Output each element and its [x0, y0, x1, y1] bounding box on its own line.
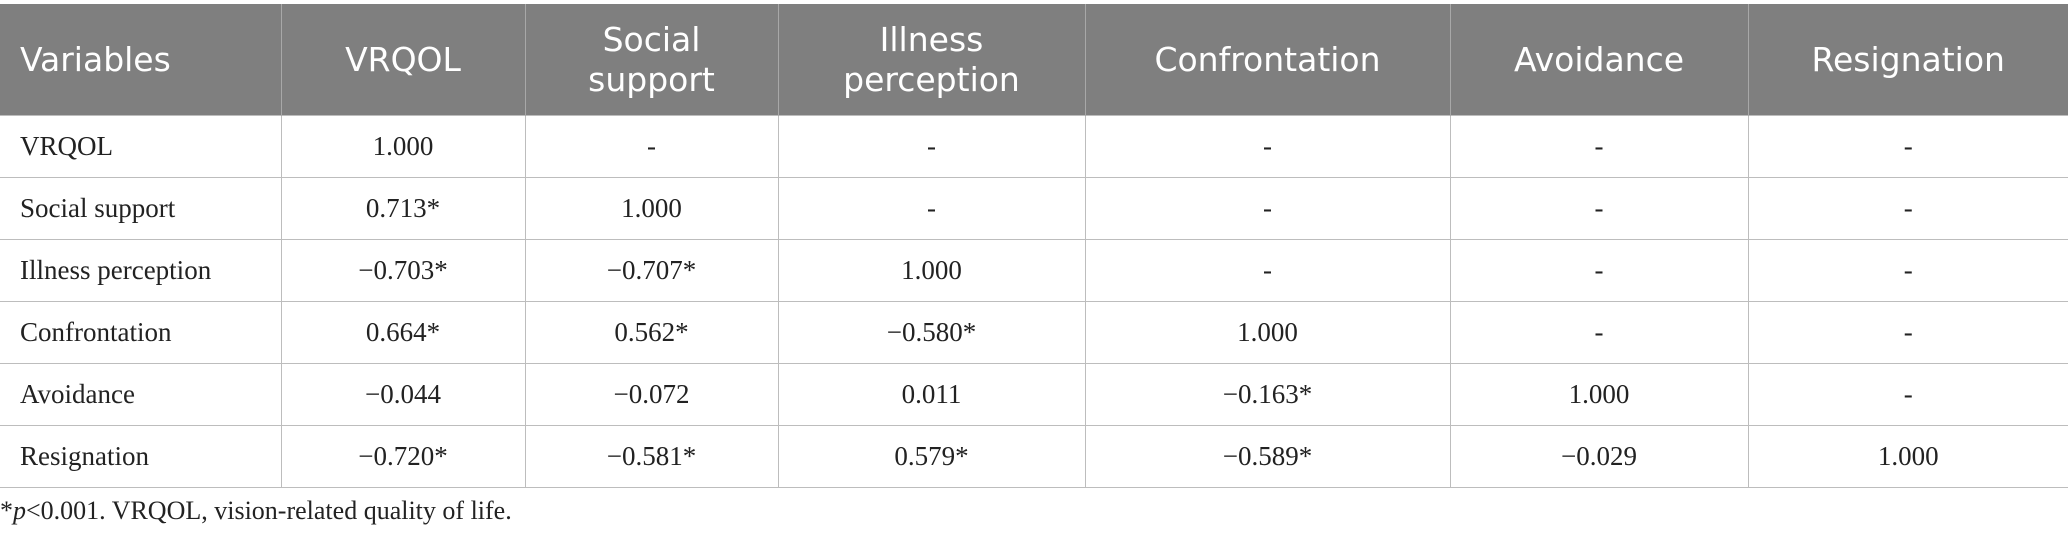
header-cell: Confrontation [1084, 4, 1450, 116]
cell: - [1747, 239, 2068, 302]
cell: - [777, 115, 1086, 178]
cell: - [524, 115, 779, 178]
cell: −0.589* [1084, 425, 1451, 488]
cell: - [1449, 177, 1749, 240]
cell: −0.072 [524, 363, 779, 426]
cell: 1.000 [524, 177, 779, 240]
header-row: Variables VRQOL Social support Illness perc… [0, 4, 2068, 116]
cell: −0.581* [524, 425, 779, 488]
cell: −0.163* [1084, 363, 1451, 426]
header-cell: Variables [0, 4, 281, 116]
cell: 1.000 [777, 239, 1086, 302]
cell: 0.562* [524, 301, 779, 364]
cell: −0.703* [280, 239, 526, 302]
cell: - [1747, 115, 2068, 178]
table-row: Avoidance −0.044 −0.072 0.011 −0.163* 1.000- [0, 363, 2068, 426]
cell: - [1747, 177, 2068, 240]
cell: 1.000 [280, 115, 526, 178]
cell: 0.579* [777, 425, 1086, 488]
cell: 0.664* [280, 301, 526, 364]
header-cell: Social support [524, 4, 778, 116]
footnote-mark: * [0, 496, 13, 525]
cell: −0.720* [280, 425, 526, 488]
row-label: Social support [0, 177, 282, 240]
cell: - [1449, 301, 1749, 364]
cell: −0.044 [280, 363, 526, 426]
header-cell: Resignation [1747, 4, 2068, 116]
table-row: Social support 0.713* 1.000- - - - [0, 177, 2068, 240]
correlation-table: Variables VRQOL Social support Illness perc… [0, 4, 2068, 488]
cell: - [1084, 239, 1451, 302]
row-label: VRQOL [0, 115, 282, 178]
table-row: Illness perception −0.703* −0.707* 1.000- - - [0, 239, 2068, 302]
cell: - [1084, 115, 1451, 178]
cell: - [777, 177, 1086, 240]
footnote-italic: p [13, 496, 26, 525]
row-label: Avoidance [0, 363, 282, 426]
cell: - [1747, 363, 2068, 426]
cell: - [1449, 239, 1749, 302]
cell: 1.000 [1747, 425, 2068, 488]
cell: - [1747, 301, 2068, 364]
cell: 1.000 [1449, 363, 1749, 426]
table-row: Resignation −0.720* −0.581* 0.579* −0.589* −0… [0, 425, 2068, 488]
cell: −0.580* [777, 301, 1086, 364]
cell: - [1449, 115, 1749, 178]
table-row: VRQOL 1.000- - - - - [0, 115, 2068, 178]
cell: 0.713* [280, 177, 526, 240]
header-cell: VRQOL [280, 4, 525, 116]
cell: 1.000 [1084, 301, 1451, 364]
header-cell: Avoidance [1449, 4, 1748, 116]
table-body: VRQOL 1.000- - - - - Social support 0.713* 1.000… [0, 115, 2068, 488]
cell: 0.011 [777, 363, 1086, 426]
row-label: Illness perception [0, 239, 282, 302]
header-cell: Illness perception [777, 4, 1085, 116]
footnote: *p<0.001. VRQOL, vision-related quality … [0, 496, 512, 526]
row-label: Resignation [0, 425, 282, 488]
row-label: Confrontation [0, 301, 282, 364]
cell: −0.029 [1449, 425, 1749, 488]
cell: −0.707* [524, 239, 779, 302]
footnote-text: <0.001. VRQOL, vision-related quality of… [26, 496, 512, 525]
cell: - [1084, 177, 1451, 240]
table-row: Confrontation 0.664* 0.562* −0.580* 1.000- - [0, 301, 2068, 364]
